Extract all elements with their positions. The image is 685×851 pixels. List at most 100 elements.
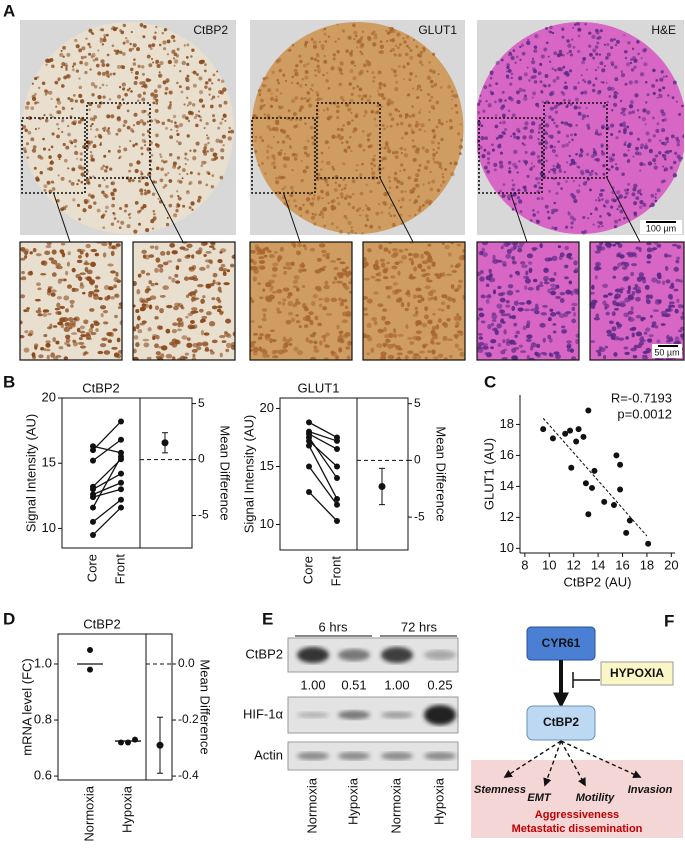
cell [58, 158, 61, 161]
cell [451, 98, 454, 101]
cell [72, 341, 79, 347]
cell [583, 80, 587, 84]
cell [93, 115, 98, 119]
cell [62, 206, 67, 211]
cell [99, 28, 103, 32]
cell [334, 40, 337, 43]
cell [134, 75, 139, 80]
cell [269, 96, 275, 102]
cell [318, 40, 322, 44]
cell [103, 129, 106, 132]
point [118, 418, 124, 425]
cell [198, 247, 203, 253]
cell [455, 321, 460, 327]
cell [590, 291, 595, 295]
cell [32, 145, 37, 149]
cell [634, 93, 639, 98]
cell [133, 81, 138, 85]
cell [312, 40, 317, 45]
cell [601, 150, 604, 153]
cell [171, 250, 178, 255]
cell [151, 192, 156, 196]
cell [490, 346, 494, 350]
cell [312, 293, 319, 299]
cell [134, 200, 139, 205]
cell [366, 352, 371, 356]
cell [522, 275, 528, 280]
cell [644, 284, 650, 290]
cell [412, 145, 416, 149]
cell [617, 129, 622, 134]
cell [445, 273, 453, 277]
cell [387, 149, 392, 154]
cell [503, 348, 508, 352]
cell [494, 100, 497, 104]
cell [552, 323, 557, 326]
cell [651, 277, 658, 283]
cell [628, 316, 632, 321]
cell [22, 147, 27, 151]
cell [511, 305, 516, 311]
cell [439, 86, 443, 89]
cell [78, 276, 83, 282]
cell [355, 208, 360, 213]
cell [341, 29, 345, 33]
cell [174, 302, 181, 307]
cell [155, 257, 161, 263]
cell [90, 154, 94, 158]
cell [174, 124, 178, 128]
panel-label: E [262, 609, 273, 628]
cell [527, 38, 530, 42]
cell [568, 257, 574, 260]
cell [537, 159, 542, 164]
cell [424, 148, 430, 153]
cell [161, 121, 166, 126]
cell [446, 338, 453, 342]
cell [408, 198, 412, 202]
cell [323, 54, 326, 58]
cell [639, 162, 644, 167]
cell [287, 292, 293, 297]
cell [257, 336, 263, 340]
cell [417, 263, 423, 269]
cell [652, 116, 656, 120]
cell [296, 81, 300, 85]
cell [152, 61, 155, 64]
cell [507, 53, 511, 57]
cell [89, 140, 93, 144]
cell [189, 171, 193, 175]
point [90, 447, 96, 454]
cell [24, 128, 28, 133]
cell [30, 106, 35, 111]
y-axis-label: Signal Intensity (AU) [241, 415, 256, 534]
cell [192, 310, 199, 314]
cell [434, 296, 438, 301]
cell [548, 189, 552, 193]
cell [330, 259, 337, 263]
cell [487, 324, 492, 330]
cell [306, 99, 309, 102]
cell [566, 161, 569, 164]
cell [42, 312, 48, 317]
cell [345, 103, 350, 108]
pair-line [308, 445, 338, 500]
cell [322, 109, 326, 112]
cell [146, 189, 151, 194]
cell [477, 333, 483, 336]
cell [65, 145, 70, 150]
cell [631, 251, 637, 257]
outcome-label: Stemness [474, 784, 526, 796]
cell [383, 127, 386, 131]
outcome-label: Invasion [628, 784, 673, 796]
cell [432, 135, 436, 139]
cell [533, 49, 536, 53]
cell [63, 295, 70, 301]
cell [308, 340, 314, 344]
cell [557, 245, 562, 249]
cell [428, 202, 432, 206]
cell [164, 86, 169, 91]
point [90, 494, 96, 501]
cell [578, 184, 581, 187]
cell [615, 166, 619, 171]
cell [673, 288, 679, 292]
